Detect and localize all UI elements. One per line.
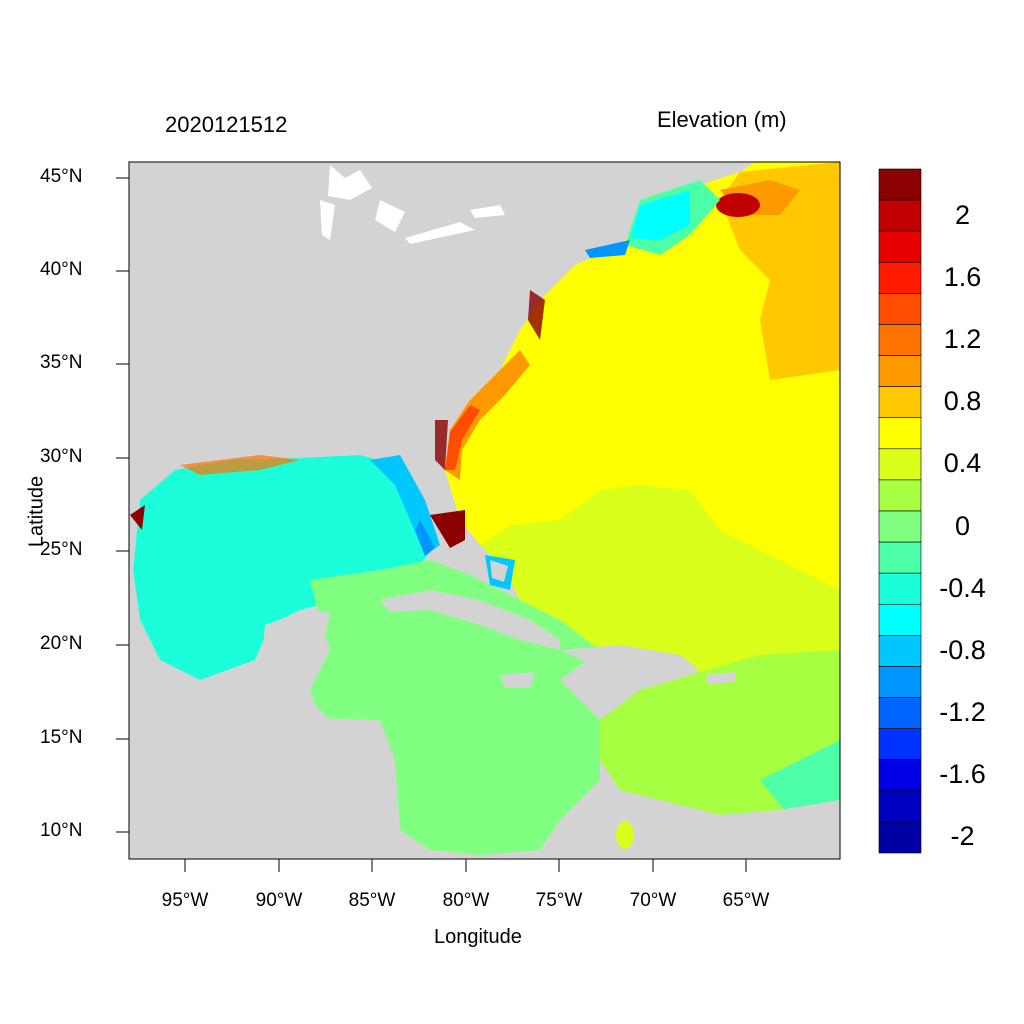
gulf-coast-surge: [180, 455, 300, 475]
mexico: [129, 500, 200, 690]
georgia-coast-surge: [435, 420, 448, 470]
colorbar-swatch: [878, 230, 922, 263]
atlantic-high-zone: [720, 162, 840, 380]
texas-coast-surge: [130, 505, 145, 530]
se-coast-high: [445, 350, 530, 480]
colorbar-swatch: [878, 479, 922, 512]
colorbar-swatch: [878, 635, 922, 667]
colorbar-label: -0.8: [939, 634, 986, 665]
hispaniola: [560, 645, 700, 675]
y-axis-label: Latitude: [25, 475, 48, 548]
colorbar: [878, 168, 922, 854]
y-tick-label: 20°N: [40, 633, 83, 654]
se-coast-higher: [445, 405, 480, 470]
colorbar-swatch: [878, 697, 922, 729]
bahamas-zone: [480, 485, 840, 672]
puerto-rico: [705, 672, 735, 684]
colorbar-swatch: [878, 417, 922, 450]
map-frame: [128, 161, 841, 860]
lake-ontario: [470, 205, 505, 218]
lake-michigan: [320, 200, 335, 240]
colorbar-label: -1.6: [939, 759, 986, 790]
lake-huron: [375, 200, 405, 232]
yucatan: [262, 612, 330, 700]
map-panel: [129, 162, 840, 859]
jamaica: [500, 672, 535, 688]
colorbar-label: 0: [954, 510, 971, 541]
andros-island: [490, 560, 508, 582]
y-tick-label: 35°N: [40, 352, 83, 373]
colorbar-swatch: [878, 199, 922, 232]
long-island-sound: [585, 240, 630, 258]
colorbar-swatch: [878, 510, 922, 543]
colorbar-swatch: [878, 293, 922, 325]
colorbar-swatch: [878, 572, 922, 605]
cuba: [380, 590, 560, 650]
colorbar-label: 1.6: [943, 261, 982, 292]
gulf-of-mexico: [133, 455, 435, 680]
date-label: 2020121512: [165, 112, 288, 137]
y-tick-label: 45°N: [40, 166, 83, 187]
lake-maracaibo: [616, 821, 634, 849]
x-tick-label: 90°W: [255, 890, 303, 911]
great-lakes: [328, 165, 372, 200]
x-tick-label: 95°W: [161, 890, 209, 911]
lake-erie: [405, 222, 475, 244]
south-florida-surge: [430, 510, 465, 548]
colorbar-swatch: [878, 821, 922, 854]
colorbar-swatch: [878, 541, 922, 574]
colorbar-label: -1.2: [939, 697, 986, 728]
colorbar-swatch: [878, 666, 922, 698]
y-tick-label: 40°N: [40, 259, 83, 280]
x-tick-label: 75°W: [535, 890, 583, 911]
y-tick-label: 25°N: [40, 539, 83, 560]
x-tick-label: 70°W: [629, 890, 677, 911]
x-axis-label: Longitude: [434, 926, 522, 948]
colorbar-swatch: [878, 759, 922, 792]
colorbar-swatch: [878, 790, 922, 823]
colorbar-label: 0.8: [943, 386, 982, 417]
colorbar-swatch: [878, 603, 922, 636]
y-ticks: [116, 177, 129, 833]
chesapeake-surge: [528, 290, 545, 340]
colorbar-label: 0.4: [943, 448, 982, 479]
colorbar-swatch: [878, 728, 922, 761]
y-tick-label: 30°N: [40, 446, 83, 467]
x-tick-label: 80°W: [442, 890, 490, 911]
fundy-surge: [716, 193, 760, 217]
y-tick-label: 15°N: [40, 727, 83, 748]
florida-bay-low: [415, 520, 435, 556]
colorbar-swatch: [878, 261, 922, 294]
colorbar-swatch: [878, 386, 922, 419]
x-tick-label: 65°W: [722, 890, 770, 911]
south-america: [540, 790, 840, 859]
variable-label: Elevation (m): [657, 107, 787, 132]
x-tick-label: 85°W: [348, 890, 396, 911]
colorbar-label: 2: [954, 199, 971, 230]
colorbar-swatch: [878, 324, 922, 356]
ne-coast-lower: [630, 190, 690, 240]
y-tick-label: 10°N: [40, 820, 83, 841]
x-ticks: [184, 859, 747, 872]
colorbar-label: 1.2: [943, 324, 982, 354]
colorbar-swatch: [878, 355, 922, 387]
colorbar-swatch: [878, 448, 922, 481]
central-america: [129, 690, 430, 859]
colorbar-label: -0.4: [939, 572, 986, 603]
colorbar-swatch: [878, 168, 922, 201]
colorbar-label: -2: [950, 821, 975, 852]
